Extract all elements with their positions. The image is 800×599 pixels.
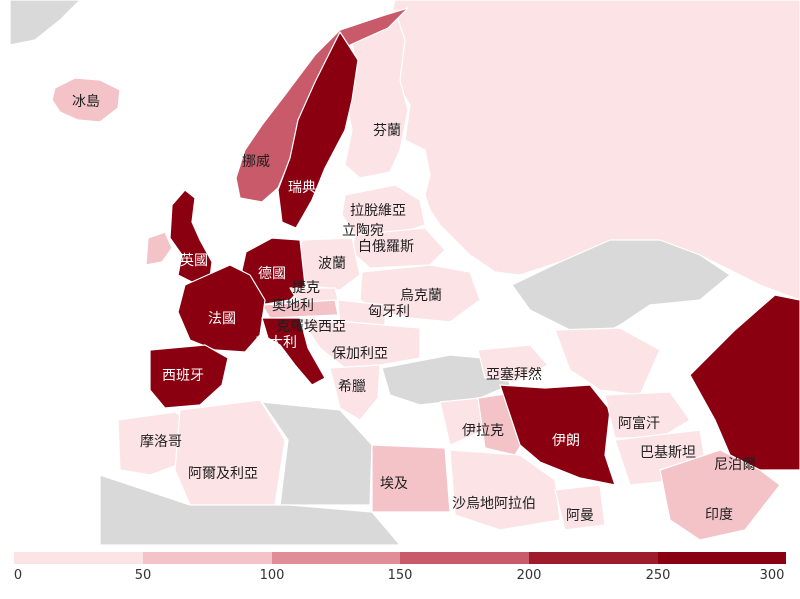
legend-tick-100: 100: [259, 568, 285, 583]
turkey-region: [381, 354, 511, 406]
label-morocco: 摩洛哥: [140, 433, 182, 450]
label-latvia: 拉脫維亞: [350, 203, 406, 219]
greece-region[interactable]: [329, 364, 381, 421]
color-scale-legend: 0 50 100 150 200 250 300: [0, 546, 800, 599]
legend-bin-250-300: [658, 552, 786, 564]
legend-bin-100-150: [272, 552, 400, 564]
algeria-region[interactable]: [174, 399, 286, 506]
sweden-region[interactable]: [277, 31, 359, 229]
label-saudi-arabia: 沙烏地阿拉伯: [452, 495, 536, 512]
label-india: 印度: [705, 507, 733, 523]
label-ukraine: 烏克蘭: [400, 287, 442, 304]
austria-region[interactable]: [261, 299, 339, 319]
label-iceland: 冰島: [72, 94, 100, 110]
legend-tick-150: 150: [387, 568, 413, 583]
label-lithuania: 立陶宛: [342, 223, 384, 239]
spain-region[interactable]: [149, 344, 229, 409]
legend-bin-0-50: [14, 552, 143, 564]
azerbaijan-region[interactable]: [477, 344, 549, 383]
label-egypt: 埃及: [380, 476, 408, 492]
legend-tick-0: 0: [13, 568, 23, 583]
africa-south-region: [99, 474, 401, 545]
label-oman: 阿曼: [566, 508, 594, 524]
label-france: 法國: [208, 311, 236, 327]
russia-region[interactable]: [384, 0, 800, 301]
label-greece: 希臘: [338, 379, 366, 395]
legend-bin-50-100: [143, 552, 272, 564]
label-uk: 英國: [180, 252, 208, 269]
label-spain: 西班牙: [162, 368, 204, 384]
greenland-region: [9, 0, 81, 46]
label-poland: 波蘭: [318, 256, 346, 272]
oman-region[interactable]: [554, 484, 606, 531]
label-finland: 芬蘭: [373, 123, 401, 139]
label-germany: 德國: [258, 266, 286, 282]
label-azerbaijan: 亞塞拜然: [486, 366, 542, 383]
label-pakistan: 巴基斯坦: [640, 444, 696, 461]
label-austria: 奧地利: [272, 298, 314, 314]
label-bulgaria: 保加利亞: [332, 346, 388, 362]
legend-tick-300: 300: [759, 568, 785, 583]
saudi-region[interactable]: [449, 449, 561, 531]
choropleth-map: 冰島 芬蘭 挪威 瑞典 拉脫維亞 立陶宛 白俄羅斯 英國 德國 波蘭 捷克 烏克…: [9, 0, 800, 545]
libya-region: [261, 401, 373, 506]
label-hungary: 匈牙利: [368, 304, 410, 320]
label-nepal: 尼泊爾: [714, 457, 756, 473]
india-region[interactable]: [659, 449, 781, 541]
ireland-region[interactable]: [145, 231, 173, 266]
italy-region[interactable]: [261, 317, 326, 386]
label-algeria: 阿爾及利亞: [188, 466, 258, 482]
label-belarus: 白俄羅斯: [358, 239, 414, 255]
central-asia-region: [511, 239, 731, 341]
label-iraq: 伊拉克: [462, 423, 504, 439]
iceland-region[interactable]: [51, 77, 121, 123]
turkmenistan-region[interactable]: [554, 327, 661, 396]
label-afghanistan: 阿富汗: [618, 415, 660, 432]
legend-tick-50: 50: [134, 568, 152, 583]
label-croatia: 克羅埃西亞: [276, 319, 346, 335]
label-norway: 挪威: [242, 154, 270, 170]
iran-region[interactable]: [499, 384, 616, 486]
uk-region[interactable]: [169, 189, 213, 283]
legend-bin-200-250: [529, 552, 658, 564]
legend-tick-250: 250: [645, 568, 671, 583]
china-region[interactable]: [689, 294, 800, 471]
legend-tick-200: 200: [516, 568, 542, 583]
label-iran: 伊朗: [552, 433, 580, 449]
label-italy: 義大利: [255, 334, 297, 351]
balkans-region[interactable]: [299, 317, 421, 369]
label-sweden: 瑞典: [288, 180, 316, 196]
label-czech: 捷克: [292, 280, 320, 296]
afghanistan-region[interactable]: [604, 391, 691, 439]
france-region[interactable]: [177, 264, 266, 353]
legend-bin-150-200: [400, 552, 529, 564]
egypt-region[interactable]: [371, 444, 451, 513]
